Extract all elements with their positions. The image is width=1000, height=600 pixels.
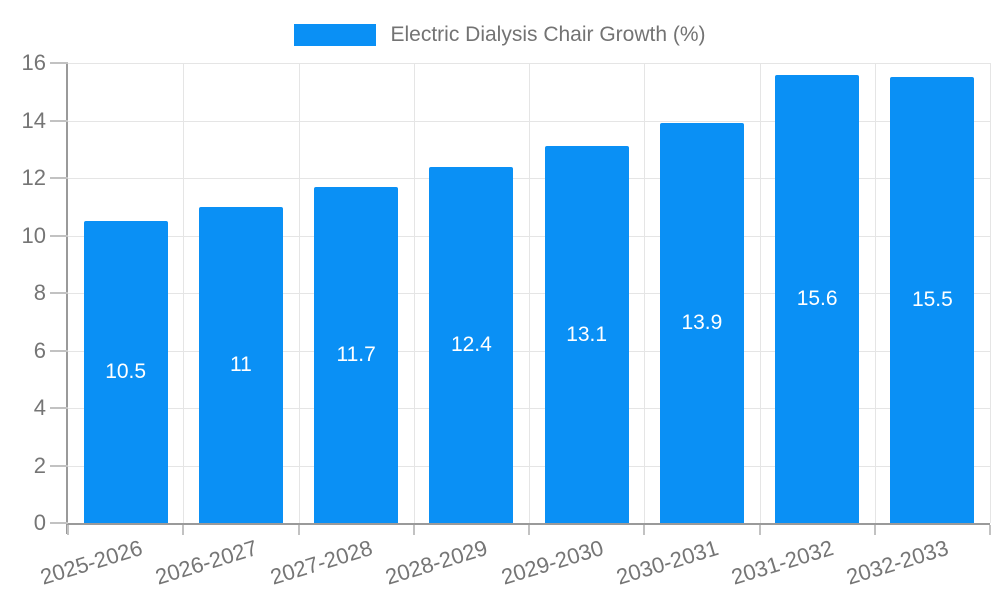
x-tick-mark <box>528 525 530 535</box>
bar <box>83 221 168 523</box>
x-gridline <box>874 63 876 523</box>
y-tick-label: 0 <box>33 510 46 535</box>
y-tick-label: 12 <box>21 165 46 190</box>
bar-value-label: 15.5 <box>911 288 953 312</box>
bar <box>890 77 975 523</box>
x-gridline <box>413 63 415 523</box>
y-tick-label: 2 <box>33 452 46 478</box>
bar-value-label: 10.5 <box>105 360 147 384</box>
x-gridline <box>183 63 185 523</box>
x-gridline <box>759 63 761 523</box>
x-tick-mark <box>643 525 646 535</box>
bar-value-label: 13.1 <box>566 322 608 346</box>
legend: Electric Dialysis Chair Growth (%) <box>0 23 1000 47</box>
y-tick-mark <box>50 464 68 467</box>
x-tick-mark <box>412 525 415 535</box>
x-tick-mark <box>67 525 69 535</box>
bar-value-label: 11 <box>229 352 252 376</box>
y-tick-mark <box>50 522 68 524</box>
bar <box>659 123 744 523</box>
y-tick-label: 14 <box>21 107 46 133</box>
y-tick-mark <box>50 119 68 122</box>
y-tick-label: 16 <box>21 50 46 75</box>
x-axis-line <box>68 523 990 525</box>
bar-value-label: 15.6 <box>796 286 838 310</box>
y-tick-label: 4 <box>33 395 46 420</box>
x-gridline <box>529 63 530 523</box>
bar <box>198 206 283 523</box>
y-tick-label: 8 <box>33 280 46 305</box>
y-tick-label: 10 <box>21 222 46 248</box>
legend-label: Electric Dialysis Chair Growth (%) <box>390 23 706 46</box>
y-tick-mark <box>50 292 68 294</box>
y-axis-line <box>66 63 68 534</box>
bar-value-label: 12.4 <box>450 332 492 356</box>
bar <box>544 146 629 523</box>
x-tick-mark <box>297 525 300 535</box>
y-tick-mark <box>50 407 68 409</box>
y-tick-mark <box>50 349 68 352</box>
bar-value-label: 13.9 <box>681 311 723 335</box>
y-tick-mark <box>50 62 68 64</box>
bar <box>314 186 399 523</box>
bar <box>775 74 860 523</box>
legend-swatch <box>294 24 377 46</box>
x-gridline <box>644 63 646 523</box>
x-tick-mark <box>182 525 185 535</box>
x-tick-mark <box>758 525 761 535</box>
x-gridline <box>990 63 991 523</box>
bar-value-label: 11.7 <box>336 342 376 366</box>
x-tick-mark <box>989 525 991 535</box>
bar <box>429 166 514 523</box>
y-tick-mark <box>50 234 68 237</box>
x-gridline <box>298 63 300 523</box>
y-tick-label: 6 <box>33 337 46 363</box>
y-tick-mark <box>50 177 68 179</box>
x-tick-mark <box>873 525 876 535</box>
